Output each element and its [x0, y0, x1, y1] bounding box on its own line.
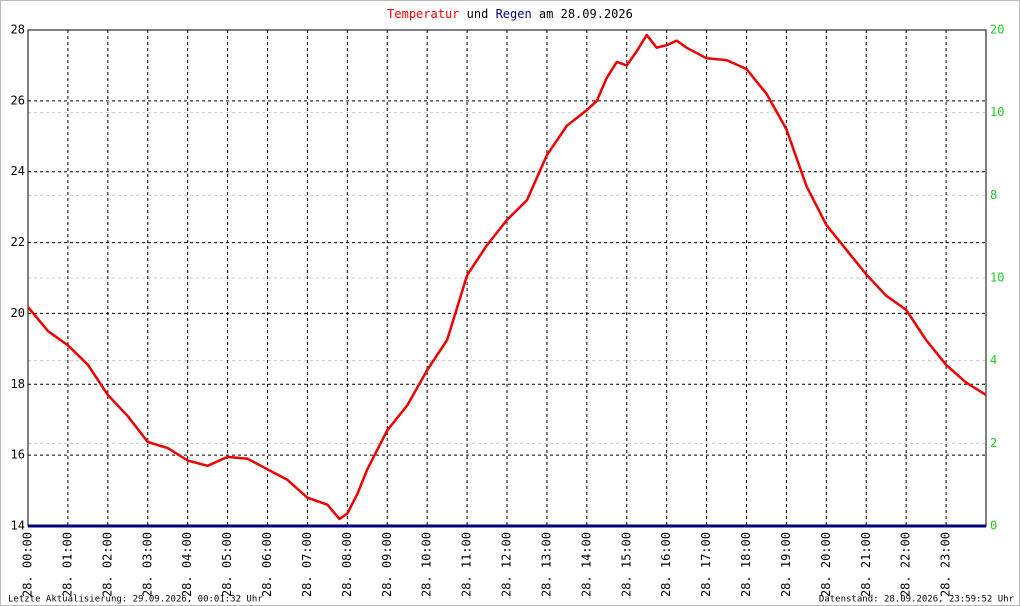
y-tick-label: 14 [11, 519, 25, 533]
x-tick-label: 28. 18:00 [739, 532, 753, 597]
y-tick-label: 22 [11, 235, 25, 249]
y2-tick-label: 4 [990, 353, 997, 367]
title-temperature: Temperatur [387, 7, 459, 21]
y-tick-label: 18 [11, 377, 25, 391]
y-tick-label: 26 [11, 93, 25, 107]
y2-tick-label: 10 [990, 105, 1004, 119]
x-tick-label: 28. 10:00 [420, 532, 434, 597]
x-tick-label: 28. 01:00 [60, 532, 74, 597]
x-tick-label: 28. 23:00 [939, 532, 953, 597]
y2-tick-label: 20 [990, 23, 1004, 37]
y2-tick-label: 8 [990, 188, 997, 202]
title-date: am 28.09.2026 [539, 7, 633, 21]
x-tick-label: 28. 09:00 [380, 532, 394, 597]
footer-right: Datenstand: 28.09.2026, 23:59:52 Uhr [819, 595, 1015, 605]
x-tick-label: 28. 17:00 [699, 532, 713, 597]
y-tick-label: 20 [11, 306, 25, 320]
y-tick-label: 24 [11, 164, 25, 178]
x-tick-label: 28. 06:00 [260, 532, 274, 597]
footer-left: Letzte Aktualisierung: 29.09.2026, 00:01… [8, 595, 263, 605]
series-line [27, 33, 987, 521]
y-tick-label: 28 [11, 23, 25, 37]
title-joiner: und [467, 7, 489, 21]
x-tick-label: 28. 16:00 [659, 532, 673, 597]
x-tick-label: 28. 00:00 [21, 532, 35, 597]
x-tick-label: 28. 13:00 [539, 532, 553, 597]
x-tick-label: 28. 08:00 [340, 532, 354, 597]
x-tick-label: 28. 15:00 [619, 532, 633, 597]
x-tick-label: 28. 21:00 [859, 532, 873, 597]
x-tick-label: 28. 04:00 [180, 532, 194, 597]
x-tick-label: 28. 03:00 [140, 532, 154, 597]
y2-tick-label: 0 [990, 519, 997, 533]
y2-tick-label: 10 [990, 271, 1004, 285]
x-tick-label: 28. 19:00 [779, 532, 793, 597]
chart-title: Temperatur und Regen am 28.09.2026 [387, 7, 633, 21]
title-rain: Regen [496, 7, 532, 21]
x-tick-label: 28. 20:00 [819, 532, 833, 597]
x-tick-label: 28. 05:00 [220, 532, 234, 597]
x-tick-label: 28. 11:00 [460, 532, 474, 597]
y2-tick-label: 2 [990, 436, 997, 450]
x-tick-label: 28. 02:00 [100, 532, 114, 597]
x-tick-label: 28. 07:00 [300, 532, 314, 597]
x-tick-label: 28. 22:00 [899, 532, 913, 597]
x-tick-label: 28. 12:00 [500, 532, 514, 597]
x-tick-label: 28. 14:00 [579, 532, 593, 597]
y-tick-label: 16 [11, 448, 25, 462]
